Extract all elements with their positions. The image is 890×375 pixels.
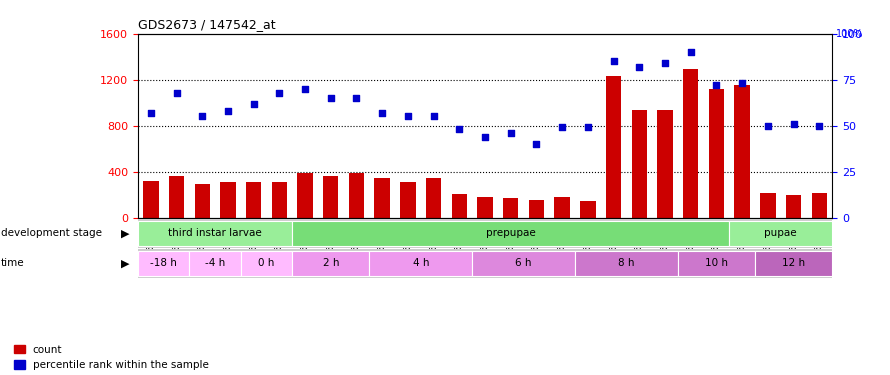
Bar	[292, 251, 369, 276]
Text: 0 h: 0 h	[258, 258, 275, 268]
Point	[195, 113, 209, 119]
Bar	[143, 181, 158, 218]
Bar	[169, 176, 184, 218]
Bar	[138, 251, 190, 276]
Bar	[400, 183, 416, 218]
Point	[581, 124, 595, 130]
Bar	[760, 193, 775, 217]
Legend: count, percentile rank within the sample: count, percentile rank within the sample	[14, 345, 209, 370]
Bar	[529, 200, 544, 217]
Bar	[734, 86, 750, 218]
Point	[298, 86, 312, 92]
Bar	[241, 251, 292, 276]
Bar	[271, 182, 287, 218]
Point	[143, 110, 158, 116]
Bar	[786, 195, 801, 217]
Point	[504, 130, 518, 136]
Bar	[503, 198, 519, 217]
Point	[452, 126, 466, 132]
Point	[478, 134, 492, 140]
Bar	[473, 251, 575, 276]
Text: GDS2673 / 147542_at: GDS2673 / 147542_at	[138, 18, 276, 31]
Bar	[190, 251, 241, 276]
Point	[530, 141, 544, 147]
Bar	[477, 197, 493, 217]
Text: 6 h: 6 h	[515, 258, 532, 268]
Bar	[729, 221, 832, 246]
Bar	[708, 89, 724, 218]
Bar	[554, 197, 570, 217]
Bar	[606, 76, 621, 217]
Point	[324, 95, 338, 101]
Bar	[575, 251, 678, 276]
Point	[735, 80, 749, 86]
Text: prepupae: prepupae	[486, 228, 536, 238]
Point	[813, 123, 827, 129]
Text: development stage: development stage	[1, 228, 101, 238]
Point	[375, 110, 389, 116]
Bar	[297, 173, 312, 217]
Text: 10 h: 10 h	[705, 258, 728, 268]
Bar	[369, 251, 473, 276]
Bar	[375, 178, 390, 218]
Bar	[195, 184, 210, 218]
Point	[169, 90, 183, 96]
Bar	[349, 173, 364, 217]
Bar	[292, 221, 729, 246]
Point	[555, 124, 570, 130]
Text: ▶: ▶	[120, 228, 129, 238]
Point	[606, 58, 620, 64]
Bar	[658, 110, 673, 218]
Point	[787, 121, 801, 127]
Text: 4 h: 4 h	[413, 258, 429, 268]
Bar	[323, 176, 338, 218]
Text: 100%: 100%	[837, 29, 864, 39]
Point	[709, 82, 724, 88]
Bar	[812, 193, 827, 217]
Text: -18 h: -18 h	[150, 258, 177, 268]
Point	[426, 113, 441, 119]
Text: 12 h: 12 h	[782, 258, 805, 268]
Bar	[451, 194, 467, 217]
Bar	[580, 201, 595, 217]
Point	[632, 64, 646, 70]
Bar	[632, 110, 647, 218]
Point	[247, 100, 261, 106]
Bar	[426, 178, 441, 218]
Point	[761, 123, 775, 129]
Bar	[138, 221, 292, 246]
Point	[658, 60, 672, 66]
Point	[272, 90, 287, 96]
Text: pupae: pupae	[765, 228, 797, 238]
Point	[400, 113, 415, 119]
Text: time: time	[1, 258, 25, 268]
Bar	[755, 251, 832, 276]
Point	[684, 49, 698, 55]
Text: -4 h: -4 h	[205, 258, 225, 268]
Text: ▶: ▶	[120, 258, 129, 268]
Point	[350, 95, 364, 101]
Point	[221, 108, 235, 114]
Bar	[220, 182, 236, 218]
Bar	[678, 251, 755, 276]
Text: third instar larvae: third instar larvae	[168, 228, 262, 238]
Bar	[683, 69, 699, 218]
Bar	[246, 182, 262, 218]
Text: 8 h: 8 h	[619, 258, 635, 268]
Text: 2 h: 2 h	[322, 258, 339, 268]
